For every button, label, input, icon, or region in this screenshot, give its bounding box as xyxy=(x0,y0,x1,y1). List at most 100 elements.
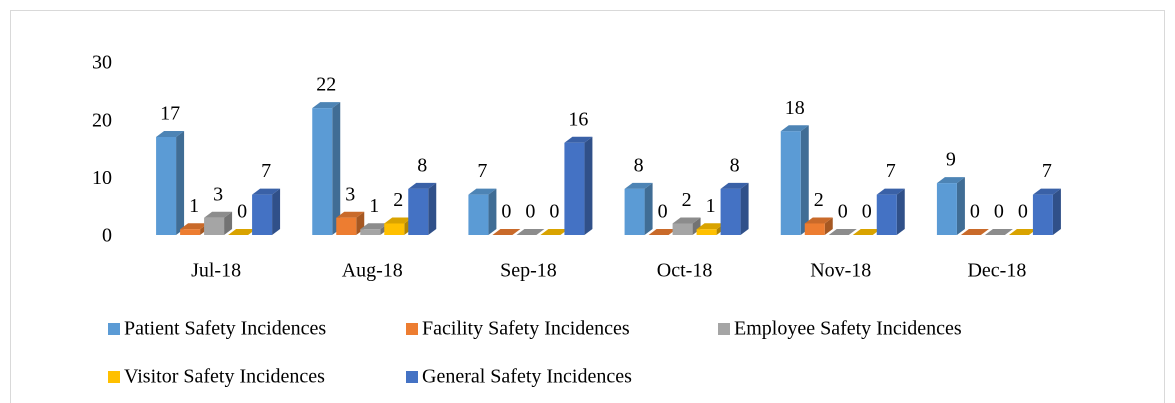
bar-top xyxy=(876,188,905,195)
bar-top xyxy=(468,188,497,195)
bar-top xyxy=(564,136,593,143)
data-label: 9 xyxy=(946,149,956,171)
bar xyxy=(1032,194,1053,235)
data-label: 18 xyxy=(785,97,805,119)
bar-top xyxy=(312,102,341,109)
data-label: 8 xyxy=(417,154,427,176)
bar xyxy=(252,194,273,235)
x-tick-label: Oct-18 xyxy=(657,260,713,282)
bar-side xyxy=(956,177,965,235)
data-label: 0 xyxy=(838,201,848,223)
data-label: 0 xyxy=(994,201,1004,223)
legend-swatch xyxy=(108,371,120,383)
bar-top xyxy=(360,223,389,230)
bar-top xyxy=(156,130,185,137)
legend-swatch xyxy=(718,323,730,335)
bar-top xyxy=(984,229,1013,235)
data-label: 0 xyxy=(1018,201,1028,223)
data-label: 16 xyxy=(568,108,588,130)
bar-top xyxy=(384,217,413,224)
bar-top xyxy=(852,229,881,235)
data-label: 0 xyxy=(549,201,559,223)
x-tick-label: Sep-18 xyxy=(500,260,557,282)
legend-label: Visitor Safety Incidences xyxy=(124,366,325,388)
x-tick-label: Aug-18 xyxy=(342,260,403,282)
bar-top xyxy=(1032,188,1061,195)
data-label: 8 xyxy=(634,154,644,176)
data-label: 2 xyxy=(393,189,403,211)
legend-swatch xyxy=(406,371,418,383)
bar-side xyxy=(740,182,749,235)
data-label: 3 xyxy=(213,183,223,205)
x-tick-label: Nov-18 xyxy=(810,260,871,282)
bar-top xyxy=(1008,229,1037,235)
bar-side xyxy=(488,188,497,235)
data-label: 22 xyxy=(316,74,336,96)
bar-top xyxy=(336,211,365,218)
bar-top xyxy=(204,211,233,218)
bar-top xyxy=(960,229,989,235)
chart-border xyxy=(10,10,1165,403)
bar xyxy=(468,194,489,235)
legend-label: Employee Safety Incidences xyxy=(734,318,962,340)
bar-top xyxy=(828,229,857,235)
data-label: 0 xyxy=(525,201,535,223)
x-tick-label: Jul-18 xyxy=(191,260,241,282)
bar-side xyxy=(692,217,701,235)
legend-swatch xyxy=(406,323,418,335)
bar-top xyxy=(516,229,545,235)
bar-top xyxy=(648,229,677,235)
bar-top xyxy=(624,182,653,189)
data-label: 3 xyxy=(345,183,355,205)
data-label: 1 xyxy=(706,195,716,217)
bar xyxy=(624,188,645,235)
data-label: 7 xyxy=(261,160,271,182)
bar xyxy=(720,188,741,235)
data-label: 7 xyxy=(886,160,896,182)
bar xyxy=(696,229,717,235)
bar xyxy=(672,223,693,235)
bar xyxy=(156,136,177,235)
bar-top xyxy=(720,182,749,189)
bar-side xyxy=(824,217,833,235)
bar xyxy=(564,142,585,235)
data-label: 8 xyxy=(730,154,740,176)
bar xyxy=(804,223,825,235)
data-label: 0 xyxy=(862,201,872,223)
bar-top xyxy=(672,217,701,224)
data-label: 2 xyxy=(682,189,692,211)
data-label: 1 xyxy=(189,195,199,217)
bar-side xyxy=(896,188,905,235)
y-tick-label: 20 xyxy=(92,109,112,131)
bar-side xyxy=(1052,188,1061,235)
bar-side xyxy=(272,188,281,235)
data-label: 7 xyxy=(477,160,487,182)
data-label: 7 xyxy=(1042,160,1052,182)
y-tick-label: 0 xyxy=(102,225,112,247)
bar xyxy=(204,217,225,235)
bar-side xyxy=(176,130,185,235)
bar-top xyxy=(540,229,569,235)
data-label: 0 xyxy=(970,201,980,223)
data-label: 17 xyxy=(160,103,180,125)
bar xyxy=(780,131,801,235)
bar-top xyxy=(180,223,209,230)
x-tick-label: Dec-18 xyxy=(967,260,1026,282)
bar-top xyxy=(492,229,521,235)
y-tick-label: 30 xyxy=(92,52,112,74)
y-tick-label: 10 xyxy=(92,167,112,189)
bar xyxy=(384,223,405,235)
bar xyxy=(876,194,897,235)
bar-top xyxy=(804,217,833,224)
data-label: 2 xyxy=(814,189,824,211)
legend-label: Facility Safety Incidences xyxy=(422,318,630,340)
bar-top xyxy=(252,188,281,195)
bar-top xyxy=(696,223,725,230)
data-label: 0 xyxy=(658,201,668,223)
bar xyxy=(180,229,201,235)
bar-side xyxy=(224,211,233,235)
bar-side xyxy=(584,136,593,235)
bar-side xyxy=(644,182,653,235)
